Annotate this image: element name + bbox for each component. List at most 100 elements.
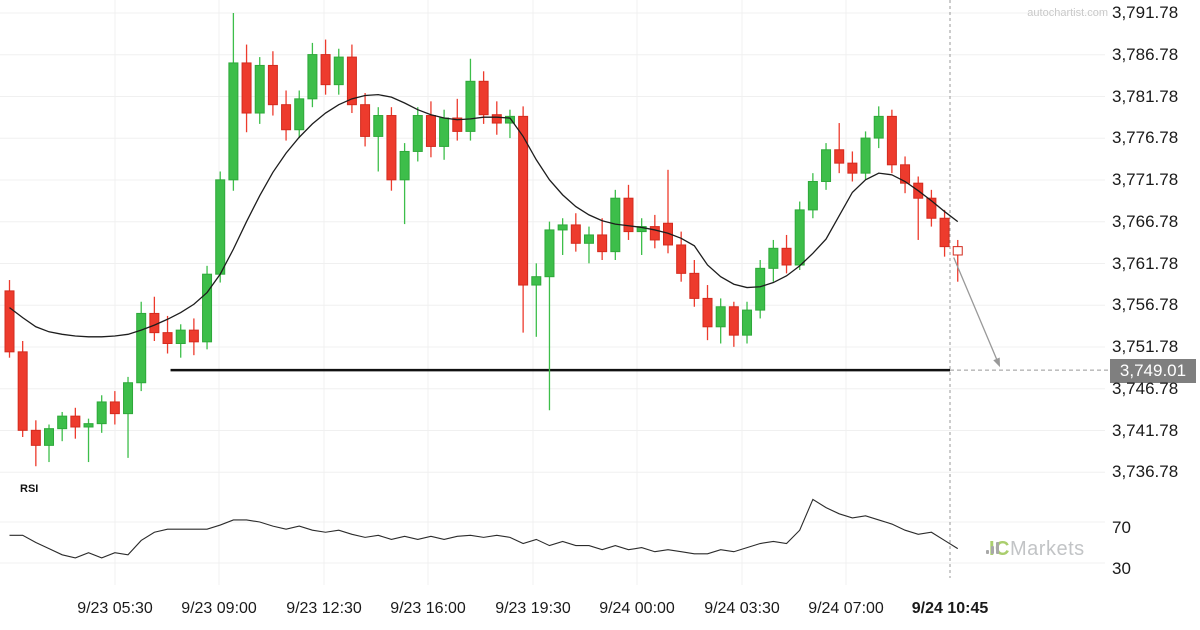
time-axis-label: 9/24 03:30: [704, 600, 780, 617]
candle-body: [597, 234, 608, 253]
candle-body: [873, 115, 884, 139]
candle-body: [202, 273, 213, 343]
candle-body: [768, 247, 779, 269]
candle-body: [267, 64, 278, 106]
price-axis-label: 3,751.78: [1112, 337, 1179, 356]
price-axis-label: 3,756.78: [1112, 295, 1179, 315]
candle-body: [649, 226, 660, 241]
candle-body: [939, 217, 950, 248]
candle-body: [241, 62, 252, 114]
candle-body: [123, 382, 134, 415]
candle-body: [531, 276, 542, 286]
time-axis-label: 9/23 05:30: [77, 600, 153, 617]
candle-body: [30, 429, 41, 446]
support-price-value: 3,749.01: [1119, 361, 1187, 380]
price-axis-label: 3,736.78: [1112, 462, 1179, 482]
candle-body: [742, 309, 753, 336]
candle-body: [886, 115, 897, 166]
candle-body: [70, 415, 81, 428]
candle-body: [544, 229, 555, 278]
candle-body: [320, 54, 331, 86]
candle-body: [821, 149, 832, 183]
time-axis-label: 9/23 16:00: [390, 600, 466, 617]
candle-body: [847, 162, 858, 174]
rsi-axis-label: 30: [1112, 559, 1131, 578]
logo-markets-text: Markets: [1010, 538, 1085, 560]
candle-body: [702, 297, 713, 328]
candle-body: [689, 272, 700, 299]
candle-body: [83, 423, 94, 428]
candle-body: [465, 80, 476, 132]
candle-body: [109, 401, 120, 415]
candle-body: [254, 64, 265, 114]
candle-body: [175, 329, 186, 344]
forecast-arrow: [953, 257, 999, 362]
autochartist-watermark: autochartist.com: [1027, 7, 1108, 19]
candle-body: [755, 267, 766, 311]
logo-ic-text: IC: [989, 538, 1010, 560]
candle-body: [386, 115, 397, 181]
candle-body: [4, 290, 15, 353]
candle-body: [294, 98, 305, 131]
candle-body: [188, 329, 199, 343]
candle-body: [346, 56, 357, 106]
forecast-arrowhead: [993, 357, 1000, 368]
current-candle: [952, 246, 963, 256]
candle-body: [794, 209, 805, 266]
time-axis-label: 9/23 12:30: [286, 600, 362, 617]
broker-logo: IC Markets: [986, 538, 1085, 561]
candle-body: [162, 332, 173, 344]
candle-body: [399, 150, 410, 181]
candle-body: [557, 224, 568, 231]
candle-body: [583, 234, 594, 244]
candle-body: [136, 312, 147, 384]
time-axis-label: 9/24 07:00: [808, 600, 884, 617]
candle-body: [425, 115, 436, 147]
rsi-panel-label: RSI: [20, 483, 39, 495]
time-axis-label: 9/24 10:45: [911, 600, 989, 617]
time-axis-label: 9/23 19:30: [495, 600, 571, 617]
candle-body: [715, 306, 726, 328]
candle-body: [728, 306, 739, 336]
candle-body: [57, 415, 68, 430]
candle-body: [926, 197, 937, 219]
candle-body: [518, 115, 529, 286]
candle-body: [900, 164, 911, 184]
candle-body: [452, 117, 463, 132]
candle-body: [504, 115, 515, 124]
rsi-line: [9, 498, 959, 559]
ma-line: [9, 94, 959, 338]
candle-body: [834, 149, 845, 164]
price-axis-label: 3,771.78: [1112, 170, 1179, 189]
price-axis-label: 3,746.78: [1112, 378, 1179, 398]
candle-body: [781, 247, 792, 266]
candle-body: [44, 428, 55, 446]
candle-body: [491, 114, 502, 124]
price-axis-label: 3,766.78: [1112, 211, 1179, 231]
candle-body: [360, 104, 371, 137]
candle-body: [215, 179, 226, 275]
candle-body: [676, 244, 687, 274]
rsi-axis-label: 70: [1112, 518, 1131, 537]
candle-body: [373, 115, 384, 137]
candle-body: [96, 401, 107, 425]
price-axis-label: 3,786.78: [1112, 44, 1179, 64]
price-axis-label: 3,781.78: [1112, 86, 1179, 106]
candle-body: [478, 80, 489, 116]
support-price-tag: 3,749.01: [1110, 359, 1196, 383]
time-axis-label: 9/24 00:00: [599, 600, 675, 617]
candle-body: [860, 137, 871, 174]
price-axis-label: 3,791.78: [1112, 3, 1179, 22]
candle-body: [439, 117, 450, 147]
candle-body: [623, 197, 634, 233]
candle-body: [307, 54, 318, 100]
price-axis-label: 3,776.78: [1112, 128, 1179, 148]
candle-body: [663, 222, 673, 246]
candle-body: [17, 351, 28, 431]
candle-body: [636, 226, 647, 233]
candle-body: [228, 62, 239, 181]
candle-body: [333, 56, 344, 86]
price-axis-label: 3,741.78: [1112, 420, 1179, 440]
